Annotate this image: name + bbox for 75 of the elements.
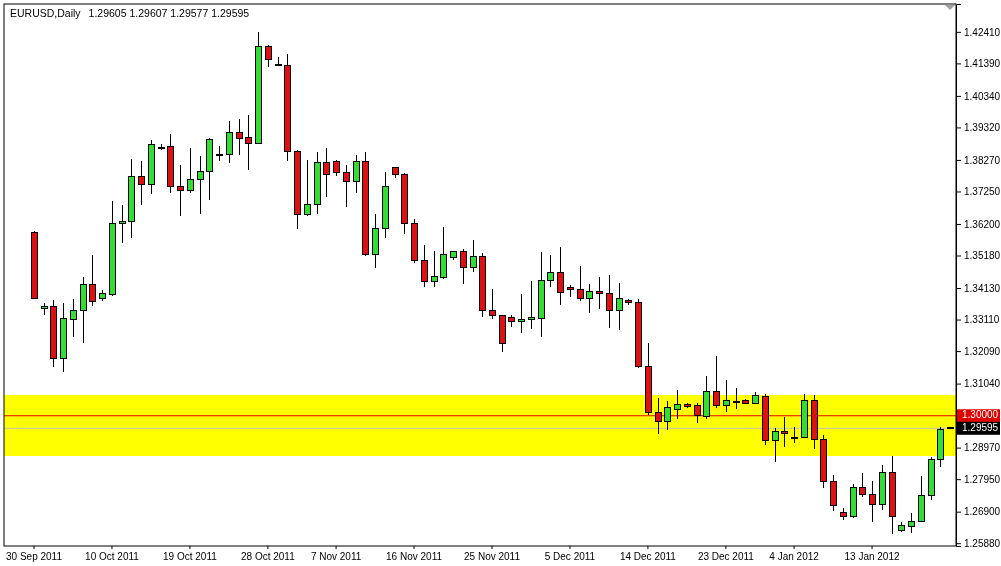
y-tick-label: 1.35180 <box>964 250 1001 262</box>
candlestick <box>859 472 866 498</box>
candlestick <box>557 245 564 306</box>
candlestick <box>138 160 145 206</box>
x-tick-label: 25 Nov 2011 <box>464 550 521 562</box>
candlestick <box>265 44 272 68</box>
candlestick <box>586 283 593 314</box>
candlestick <box>694 402 701 425</box>
ref-line-label: 1.29595 <box>962 421 999 433</box>
candlestick <box>236 118 243 156</box>
y-tick-label: 1.42410 <box>964 26 1001 38</box>
y-tick-label: 1.31040 <box>964 378 1001 390</box>
candlestick <box>245 114 252 171</box>
y-tick-label: 1.37250 <box>964 186 1001 198</box>
candlestick <box>470 239 477 273</box>
candlestick <box>323 147 330 198</box>
candlestick <box>713 355 720 409</box>
candlestick <box>577 265 584 302</box>
x-tick-label: 14 Dec 2011 <box>619 550 677 562</box>
candlestick <box>197 155 204 215</box>
candlestick <box>440 226 447 280</box>
candlestick <box>460 248 467 285</box>
candlestick <box>830 474 837 512</box>
candlestick <box>674 389 681 420</box>
x-tick-label: 13 Jan 2012 <box>844 550 900 562</box>
candlestick <box>616 282 623 331</box>
y-tick-label: 1.28970 <box>964 442 1001 454</box>
candlestick <box>908 512 915 534</box>
candlestick <box>869 480 876 523</box>
x-tick-label: 19 Oct 2011 <box>163 550 218 562</box>
candlestick <box>723 379 730 413</box>
x-tick-label: 28 Oct 2011 <box>241 550 296 562</box>
y-tick-label: 1.39320 <box>964 122 1001 134</box>
chart-subtitle: 1.29605 1.29607 1.29577 1.29595 <box>88 6 250 19</box>
x-tick-label: 16 Nov 2011 <box>386 550 443 562</box>
candlestick <box>733 387 740 410</box>
x-tick-label: 30 Sep 2011 <box>6 550 63 562</box>
candlestick <box>606 274 613 329</box>
candlestick <box>547 254 554 288</box>
y-tick-label: 1.26900 <box>964 506 1001 518</box>
candlestick <box>489 288 496 320</box>
y-tick-label: 1.27950 <box>964 473 1001 485</box>
candlestick <box>177 163 184 217</box>
candlestick <box>353 154 360 194</box>
y-tick-label: 1.38270 <box>964 154 1001 166</box>
candlestick <box>89 253 96 307</box>
y-tick-label: 1.32090 <box>964 345 1001 357</box>
y-tick-label: 1.25880 <box>964 537 1001 549</box>
x-tick-label: 7 Nov 2011 <box>310 550 362 562</box>
x-tick-label: 23 Dec 2011 <box>697 550 755 562</box>
candlestick <box>772 426 779 463</box>
x-tick-label: 4 Jan 2012 <box>769 550 820 562</box>
candlestick <box>343 164 350 208</box>
x-tick-label: 5 Dec 2011 <box>544 550 596 562</box>
y-tick-label: 1.33110 <box>964 314 1000 326</box>
candlestick <box>655 396 662 435</box>
chart-title: EURUSD,Daily <box>10 6 82 19</box>
y-tick-label: 1.34130 <box>964 282 1001 294</box>
candlestick <box>187 147 194 194</box>
candlestick <box>664 400 671 431</box>
candlestick <box>431 249 438 288</box>
y-tick-label: 1.40340 <box>964 90 1001 102</box>
x-tick-label: 10 Oct 2011 <box>85 550 140 562</box>
candlestick <box>226 120 233 164</box>
candlestick <box>70 297 77 338</box>
y-tick-label: 1.36200 <box>964 218 1001 230</box>
candlestick <box>518 292 525 334</box>
ref-line-label: 1.30000 <box>962 409 999 421</box>
candlestick <box>421 244 428 288</box>
candlestick <box>781 416 788 448</box>
candlestick <box>119 204 126 244</box>
candlestick <box>528 279 535 330</box>
y-tick-label: 1.41390 <box>964 58 1001 70</box>
candlestick <box>596 275 603 310</box>
candlestick <box>304 159 311 217</box>
